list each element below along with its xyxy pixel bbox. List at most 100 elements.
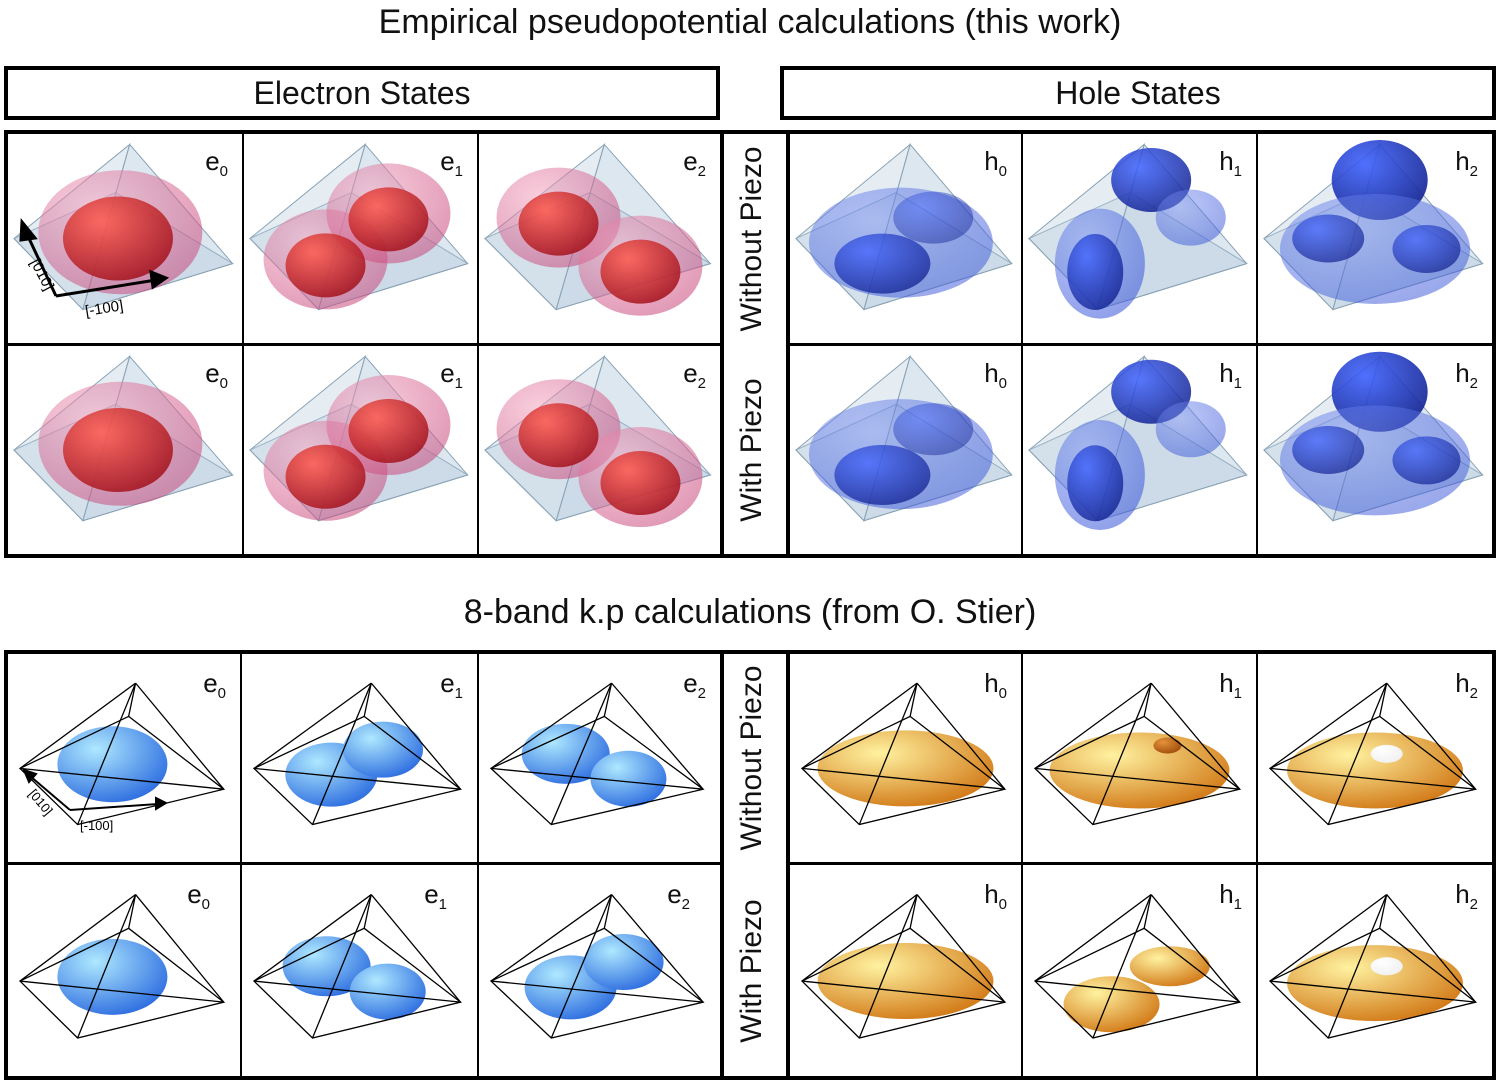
pyramid-wireframe	[800, 894, 1007, 1039]
isosurface	[57, 938, 168, 1015]
electron-states-header: Electron States	[4, 66, 720, 120]
epm-h0-with: h0	[790, 346, 1021, 554]
inner-isosurface	[834, 233, 931, 294]
epm-h1-with: h1	[1023, 346, 1256, 554]
e1-label: e1	[440, 148, 463, 185]
inner-isosurface	[893, 403, 974, 456]
isosurface	[590, 750, 667, 807]
grid-divider	[786, 654, 790, 1076]
epm-e1-without: e1	[244, 134, 477, 343]
grid-divider	[8, 343, 720, 346]
kp-e1-with: e1	[242, 865, 477, 1076]
state-index: 2	[1469, 896, 1478, 913]
isosurface	[1287, 732, 1463, 809]
grid-divider	[8, 862, 720, 865]
e1-label: e1	[440, 670, 463, 707]
state-letter: h	[1455, 879, 1470, 909]
kp-panel: Without Piezo With Piezo [010] [-100] e0 e1 e2…	[4, 650, 1496, 1080]
isosurface	[583, 934, 664, 991]
isosurface	[57, 726, 168, 803]
e1-label: e1	[424, 881, 447, 918]
isosurface	[817, 730, 994, 807]
isosurface-hole	[1153, 737, 1182, 754]
h1-label: h1	[1219, 670, 1242, 707]
state-letter: h	[984, 358, 999, 388]
inner-isosurface	[348, 399, 429, 464]
axis-arrows	[22, 768, 169, 811]
pyramid-wireframe	[18, 682, 226, 826]
pyramid-wireframe	[1268, 682, 1478, 826]
pyramid-wireframe	[1033, 894, 1242, 1039]
e2-label: e2	[667, 881, 690, 918]
wavefunction-plot	[18, 894, 226, 1039]
wavefunction-plot	[249, 143, 469, 311]
axis-arrows	[19, 218, 170, 298]
kp-e1-without: e1	[242, 654, 477, 862]
state-letter: h	[1219, 879, 1234, 909]
pyramid-wireframe	[252, 894, 463, 1039]
state-index: 2	[697, 685, 706, 702]
state-index: 2	[681, 896, 690, 913]
wavefunction-plot	[1268, 682, 1478, 826]
epm-panel: Without Piezo With Piezo [010] [-100] e0 e1 e2…	[4, 130, 1496, 558]
epm-e1-with: e1	[244, 346, 477, 554]
kp-e2-without: e2	[479, 654, 720, 862]
state-letter: e	[440, 146, 455, 176]
state-letter: e	[683, 668, 698, 698]
inner-isosurface	[518, 403, 599, 468]
state-index: 0	[219, 163, 228, 180]
pyramid-wireframe	[1033, 682, 1242, 826]
state-letter: h	[1219, 358, 1234, 388]
wavefunction-plot	[1268, 894, 1478, 1039]
axis-label-100: [-100]	[80, 818, 113, 833]
h2-label: h2	[1455, 148, 1478, 185]
wavefunction-plot	[795, 143, 1013, 311]
inner-isosurface	[1067, 445, 1124, 522]
state-index: 2	[1469, 685, 1478, 702]
wavefunction-plot	[795, 355, 1013, 522]
kp-h1-with: h1	[1023, 865, 1256, 1076]
e0-label: e0	[205, 360, 228, 397]
h0-label: h0	[984, 881, 1007, 918]
kp-h1-without: h1	[1023, 654, 1256, 862]
epm-h0-without: h0	[790, 134, 1021, 343]
grid-divider	[720, 134, 724, 554]
state-index: 1	[438, 896, 447, 913]
state-letter: h	[1219, 146, 1234, 176]
state-index: 1	[1233, 375, 1242, 392]
state-index: 0	[998, 896, 1007, 913]
e0-label: e0	[187, 881, 210, 918]
state-letter: e	[205, 358, 220, 388]
h1-label: h1	[1219, 881, 1242, 918]
isosurface	[1063, 976, 1160, 1033]
state-letter: e	[667, 879, 682, 909]
state-letter: e	[205, 146, 220, 176]
state-index: 0	[998, 163, 1007, 180]
without-piezo-label: Without Piezo	[735, 665, 768, 851]
without-piezo-label: Without Piezo	[735, 146, 768, 332]
row-label-without: Without Piezo	[726, 134, 778, 344]
state-index: 0	[998, 685, 1007, 702]
pyramid-wireframe	[18, 894, 226, 1039]
kp-e0-with: e0	[8, 865, 240, 1076]
h2-label: h2	[1455, 360, 1478, 397]
wavefunction-plot	[800, 894, 1007, 1039]
state-letter: e	[440, 358, 455, 388]
state-letter: h	[984, 879, 999, 909]
row-label-with: With Piezo	[726, 346, 778, 554]
grid-divider	[477, 654, 479, 1076]
grid-divider	[240, 654, 242, 1076]
h0-label: h0	[984, 360, 1007, 397]
epm-h1-without: h1	[1023, 134, 1256, 343]
wavefunction-plot	[249, 355, 469, 522]
inner-isosurface	[1292, 426, 1365, 474]
state-letter: h	[984, 146, 999, 176]
inner-isosurface	[285, 233, 366, 298]
inner-isosurface	[600, 239, 681, 304]
top-title: Empirical pseudopotential calculations (…	[378, 3, 1122, 41]
with-piezo-label: With Piezo	[735, 898, 768, 1043]
inner-isosurface	[1392, 436, 1461, 485]
kp-h2-without: h2	[1258, 654, 1492, 862]
outer-isosurface	[1155, 401, 1226, 458]
epm-e2-without: e2	[479, 134, 720, 343]
